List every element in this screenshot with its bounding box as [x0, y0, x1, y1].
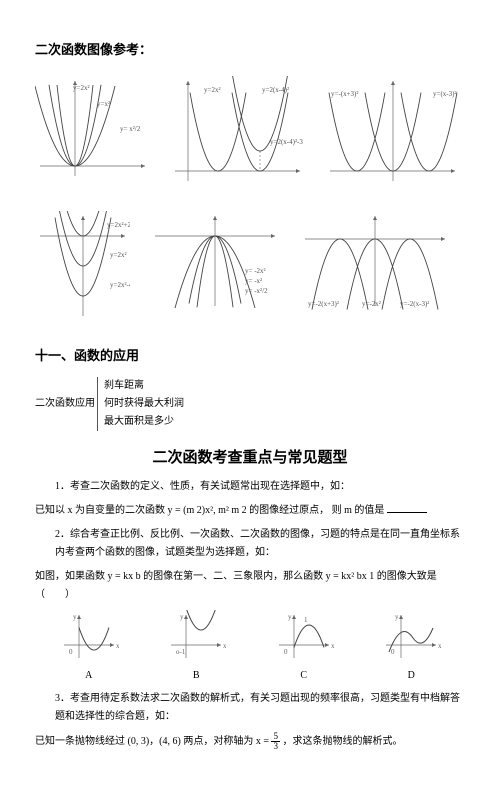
- svg-text:y: y: [288, 613, 292, 621]
- svg-text:x: x: [116, 642, 119, 650]
- title-applications: 十一、函数的应用: [35, 346, 465, 367]
- svg-text:x: x: [438, 642, 441, 650]
- svg-text:y=2x²: y=2x²: [110, 251, 127, 259]
- question-2b: 如图，如果函数 y = kx b 的图像在第一、二、三象限内，那么函数 y = …: [35, 568, 465, 604]
- svg-text:y: y: [73, 613, 77, 621]
- q1b-text: 2)x²: [197, 505, 213, 516]
- application-item: 最大面积是多少: [104, 413, 184, 431]
- answer-blank: [387, 502, 427, 513]
- svg-text:y=2x²: y=2x²: [204, 86, 221, 94]
- svg-text:o-1: o-1: [176, 648, 186, 656]
- subtitle-exam-focus: 二次函数考查重点与常见题型: [35, 446, 465, 470]
- q1b-text: 已知以 x 为自变量的二次函数 y = (m: [35, 505, 194, 516]
- q1b-text: 2 的图像经过原点， 则 m 的值是: [242, 505, 385, 516]
- svg-text:y=-2x²: y=-2x²: [362, 300, 381, 308]
- graph-grid-row2: y=2x²+2y=2x²y=2x²-4y= -2x²y= -x²y= -x²/2…: [35, 211, 465, 321]
- q2b-text: 如图，如果函数 y = kx: [35, 571, 133, 582]
- question-1b: 已知以 x 为自变量的二次函数 y = (m 2)x², m² m 2 的图像经…: [35, 502, 465, 520]
- applications-label: 二次函数应用: [35, 396, 95, 412]
- svg-text:x: x: [223, 642, 226, 650]
- q2b-text: bx: [357, 571, 367, 582]
- question-2: 2．综合考查正比例、反比例、一次函数、二次函数的图像，习题的特点是在同一直角坐标…: [35, 526, 465, 562]
- question-1: 1．考查二次函数的定义、性质，有关试题常出现在选择题中，如：: [35, 478, 465, 496]
- svg-text:y=2x²: y=2x²: [73, 84, 90, 92]
- svg-text:1: 1: [304, 616, 308, 624]
- svg-text:y=2x²-4: y=2x²-4: [110, 281, 130, 289]
- svg-text:0: 0: [284, 648, 288, 656]
- graph-grid-row1: y=2x²y=x²y= x²/2y=2x²y=2(x-4)²y=2(x-4)²-…: [35, 76, 465, 186]
- fraction-numerator: 5: [271, 732, 280, 742]
- svg-text:0: 0: [69, 648, 73, 656]
- svg-text:y: y: [395, 613, 399, 621]
- svg-text:y=2(x-4)²-3: y=2(x-4)²-3: [270, 138, 303, 146]
- svg-text:y=-2(x+3)²: y=-2(x+3)²: [308, 300, 339, 308]
- fraction: 5 3: [271, 732, 280, 751]
- svg-text:y=-2(x-3)²: y=-2(x-3)²: [400, 300, 429, 308]
- q3b-text: 已知一条抛物线经过 (0, 3)，(4, 6) 两点，对称轴为 x =: [35, 736, 269, 747]
- q1b-text: m: [231, 505, 239, 516]
- fraction-denominator: 3: [271, 742, 280, 751]
- applications-block: 二次函数应用 刹车距离 何时获得最大利润 最大面积是多少: [35, 377, 465, 431]
- applications-list: 刹车距离 何时获得最大利润 最大面积是多少: [97, 377, 184, 431]
- q1b-text: m²: [218, 505, 229, 516]
- svg-text:y= -2x²: y= -2x²: [245, 267, 266, 275]
- application-item: 刹车距离: [104, 377, 184, 395]
- q3b-text: ，求这条抛物线的解析式。: [282, 736, 402, 747]
- q2b-text: b 的图像在第一、二、三象限内，那么函数 y = kx²: [136, 571, 355, 582]
- svg-text:y=-(x+3)²: y=-(x+3)²: [331, 90, 359, 98]
- svg-text:0: 0: [391, 648, 395, 656]
- title-graph-reference: 二次函数图像参考：: [35, 40, 465, 61]
- option-graphs: xy0Axyo-1Bxy01Cxy0D: [35, 610, 465, 685]
- svg-text:y= -x²/2: y= -x²/2: [245, 287, 268, 295]
- svg-text:y= x²/2: y= x²/2: [120, 125, 141, 133]
- svg-text:y=(x-3)²: y=(x-3)²: [433, 90, 457, 98]
- question-3: 3．考查用待定系数法求二次函数的解析式，有关习题出现的频率很高，习题类型有中档解…: [35, 690, 465, 726]
- question-3b: 已知一条抛物线经过 (0, 3)，(4, 6) 两点，对称轴为 x = 5 3 …: [35, 732, 465, 751]
- svg-text:y=x²: y=x²: [97, 100, 110, 108]
- svg-text:y: y: [180, 613, 184, 621]
- svg-text:x: x: [331, 642, 334, 650]
- application-item: 何时获得最大利润: [104, 395, 184, 413]
